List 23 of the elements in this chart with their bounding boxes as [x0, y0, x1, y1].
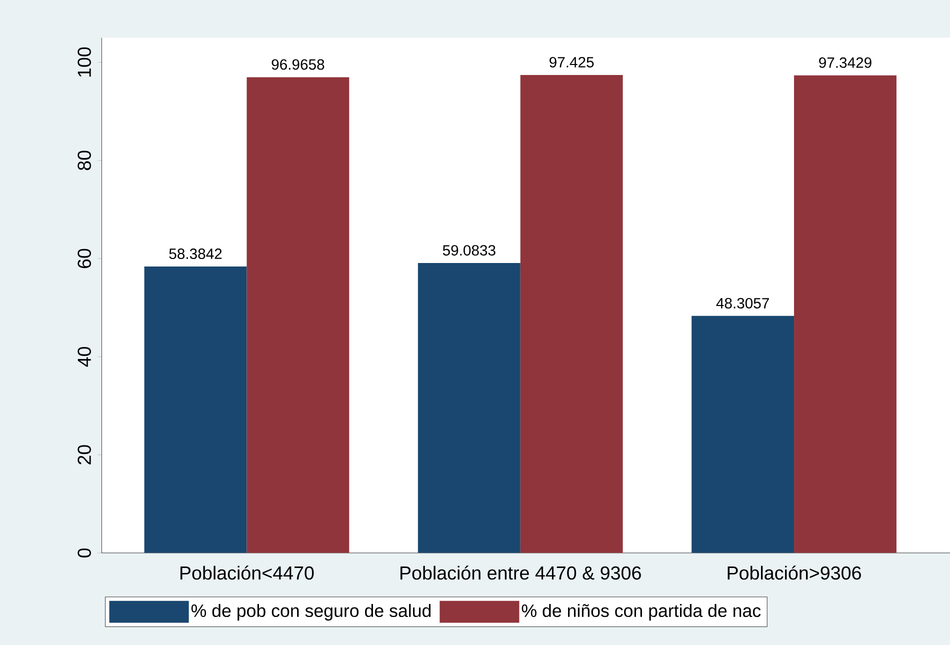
x-tick-label: Población<4470	[180, 565, 314, 580]
bar	[794, 75, 896, 553]
x-tick-label: Población>9306	[728, 565, 861, 580]
y-tick-label: 40	[78, 346, 91, 367]
data-label: 58.3842	[169, 248, 222, 259]
x-tick-label: Población entre 4470 & 9306	[400, 565, 641, 580]
bar	[246, 77, 350, 553]
data-label: 59.0833	[442, 244, 496, 256]
y-tick-label: 0	[78, 548, 91, 558]
y-tick-label: 100	[78, 47, 91, 76]
bar	[418, 262, 520, 553]
data-label: 97.425	[550, 56, 594, 68]
y-tick-label: 80	[78, 150, 91, 170]
y-tick-label: 60	[78, 248, 91, 268]
data-label: 48.3057	[716, 298, 769, 308]
legend-label: % de pob con seguro de salud	[191, 604, 431, 620]
bar	[520, 74, 623, 553]
bar	[144, 266, 247, 553]
y-tick-label: 20	[78, 444, 91, 464]
legend-label: % de niños con partida de nac	[522, 604, 761, 620]
data-label: 96.9658	[272, 59, 324, 70]
data-label: 97.3429	[819, 57, 872, 68]
bar	[692, 316, 794, 553]
